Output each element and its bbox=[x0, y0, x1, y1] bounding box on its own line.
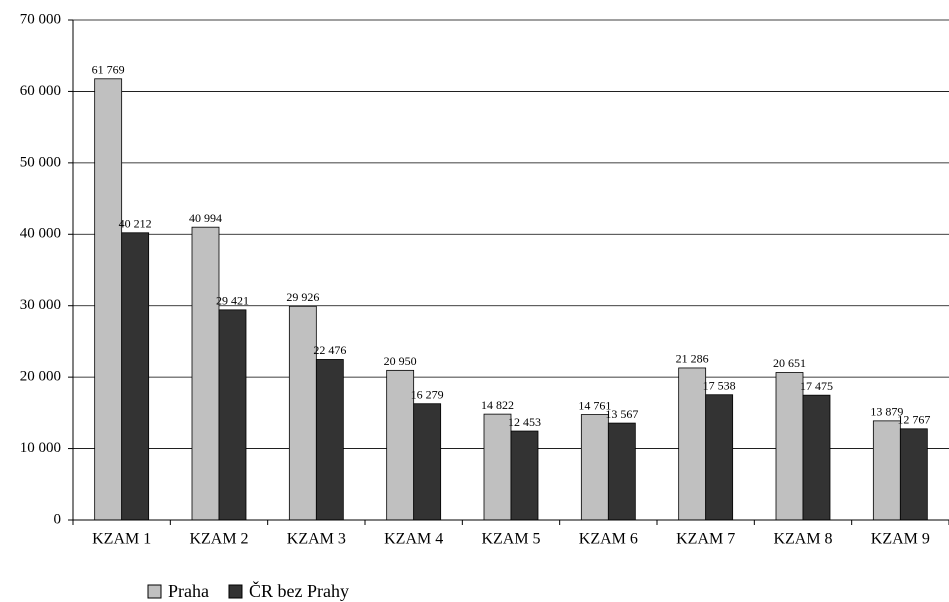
y-tick-label: 20 000 bbox=[20, 369, 61, 385]
legend-label: Praha bbox=[168, 581, 209, 601]
value-label: 21 286 bbox=[676, 352, 709, 366]
x-tick-label: KZAM 8 bbox=[773, 531, 832, 548]
value-label: 22 476 bbox=[313, 343, 346, 357]
value-label: 20 651 bbox=[773, 356, 806, 370]
value-label: 29 926 bbox=[286, 290, 319, 304]
value-label: 12 453 bbox=[508, 415, 541, 429]
value-label: 40 994 bbox=[189, 211, 222, 225]
value-label: 16 279 bbox=[411, 387, 444, 401]
bar bbox=[899, 428, 928, 521]
x-tick-label: KZAM 9 bbox=[871, 531, 930, 548]
y-tick-label: 40 000 bbox=[20, 226, 61, 242]
bar bbox=[775, 372, 804, 521]
value-label: 17 475 bbox=[800, 379, 833, 393]
x-tick-label: KZAM 7 bbox=[676, 531, 735, 548]
y-tick-label: 30 000 bbox=[20, 297, 61, 313]
bar bbox=[580, 414, 609, 521]
value-label: 13 567 bbox=[605, 407, 638, 421]
legend-swatch bbox=[147, 584, 162, 599]
bar bbox=[483, 413, 512, 521]
bar bbox=[288, 305, 317, 521]
x-tick-label: KZAM 5 bbox=[481, 531, 540, 548]
bar bbox=[802, 394, 831, 521]
bar bbox=[413, 403, 442, 521]
bar bbox=[218, 309, 247, 521]
x-tick-label: KZAM 3 bbox=[287, 531, 346, 548]
value-label: 40 212 bbox=[119, 217, 152, 231]
bar bbox=[121, 232, 150, 521]
bar bbox=[315, 359, 344, 521]
legend-swatch bbox=[228, 584, 243, 599]
value-label: 29 421 bbox=[216, 294, 249, 308]
value-label: 14 822 bbox=[481, 398, 514, 412]
y-tick-label: 50 000 bbox=[20, 154, 61, 170]
bar bbox=[191, 226, 220, 521]
bar bbox=[94, 78, 123, 521]
bar bbox=[607, 422, 636, 521]
value-label: 13 879 bbox=[870, 405, 903, 419]
value-label: 14 761 bbox=[578, 398, 611, 412]
x-tick-label: KZAM 1 bbox=[92, 531, 151, 548]
y-tick-label: 60 000 bbox=[20, 83, 61, 99]
y-tick-label: 70 000 bbox=[20, 11, 61, 27]
x-tick-label: KZAM 2 bbox=[189, 531, 248, 548]
legend-label: ČR bez Prahy bbox=[249, 580, 349, 601]
bar bbox=[386, 369, 415, 521]
value-label: 61 769 bbox=[92, 63, 125, 77]
y-tick-label: 10 000 bbox=[20, 440, 61, 456]
value-label: 12 767 bbox=[897, 413, 930, 427]
value-label: 20 950 bbox=[384, 354, 417, 368]
bar bbox=[872, 420, 901, 521]
bar bbox=[705, 394, 734, 521]
value-label: 17 538 bbox=[703, 378, 736, 392]
bar bbox=[678, 367, 707, 521]
bar bbox=[510, 430, 539, 521]
y-tick-label: 0 bbox=[54, 511, 62, 527]
x-tick-label: KZAM 6 bbox=[579, 531, 638, 548]
x-tick-label: KZAM 4 bbox=[384, 531, 443, 548]
